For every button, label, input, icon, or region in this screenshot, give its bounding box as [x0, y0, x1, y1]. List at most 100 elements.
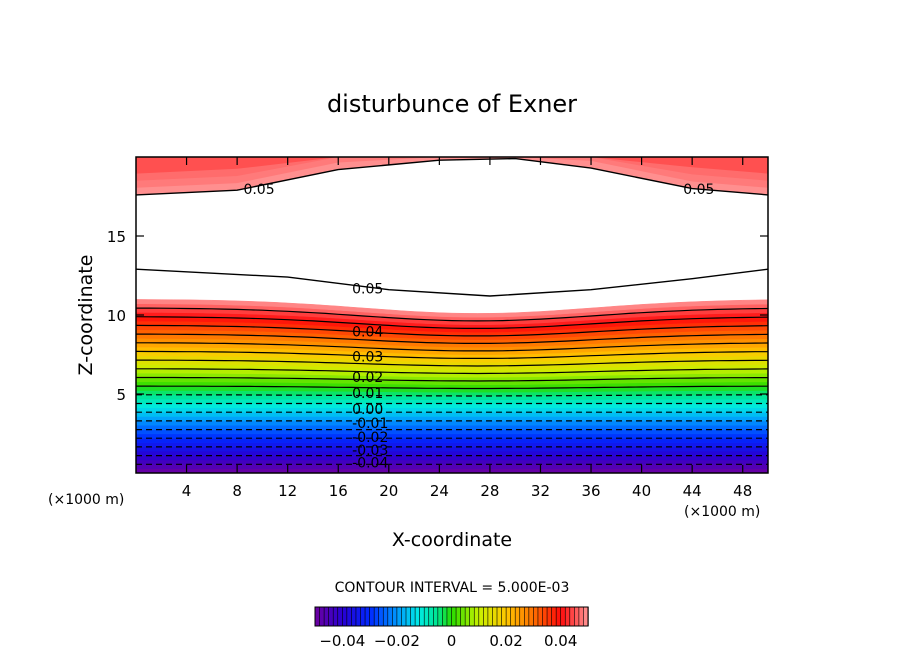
colorbar-segment — [346, 606, 353, 627]
color-band — [136, 455, 768, 461]
y-tick-label: 5 — [116, 386, 126, 404]
color-band — [136, 429, 768, 435]
colorbar-frame — [314, 606, 589, 627]
colorbar-segment — [428, 606, 434, 627]
contour-label: 0.03 — [352, 350, 383, 366]
colorbar-segment — [501, 606, 507, 627]
y-axis-title: Z-coordinate — [75, 255, 97, 376]
color-band — [136, 442, 768, 448]
color-band — [136, 403, 768, 409]
colorbar-segment — [560, 606, 566, 627]
color-band — [136, 433, 768, 439]
colorbar-segment — [387, 606, 394, 627]
x-tick-label: 36 — [581, 482, 600, 500]
colorbar-segment — [537, 606, 544, 627]
colorbar-segment — [469, 606, 475, 627]
contour-line — [136, 342, 768, 352]
contour-line — [136, 394, 768, 397]
colorbar-segment — [478, 606, 485, 627]
colorbar-segment — [364, 606, 371, 627]
x-tick-label: 4 — [182, 482, 192, 500]
axis-ticks — [136, 157, 768, 473]
colorbar-segment — [460, 606, 466, 627]
contour-line — [136, 368, 768, 375]
contour-line — [136, 333, 768, 344]
colorbar-segment — [514, 606, 521, 627]
colorbar-segment — [369, 606, 375, 627]
contour-labels: 0.05 0.050.050.040.030.020.010.00-0.01-0.… — [243, 182, 714, 471]
colorbar-segment — [337, 606, 343, 627]
x-unit-label-left: (×1000 m) — [48, 492, 124, 508]
contour-lines — [136, 307, 768, 465]
colorbar-segment — [382, 606, 389, 627]
x-axis-title: X-coordinate — [392, 529, 512, 551]
colorbar-segment — [419, 606, 425, 627]
colorbar-segment — [442, 606, 448, 627]
colorbar-segment — [492, 606, 498, 627]
colorbar-segment — [446, 606, 453, 627]
colorbar-tick-label: 0.04 — [544, 632, 577, 650]
color-band — [136, 411, 768, 417]
colorbar-segment — [423, 606, 430, 627]
contour-line — [136, 350, 768, 359]
colorbar-segment — [328, 606, 334, 627]
x-tick-label: 16 — [329, 482, 348, 500]
color-band — [136, 459, 768, 465]
colorbar-segment — [355, 606, 362, 627]
colorbar-segment — [437, 606, 444, 627]
colorbar-segment — [505, 606, 512, 627]
colorbar-segment — [496, 606, 503, 627]
color-band — [136, 451, 768, 456]
contour-label: 0.05 — [243, 182, 274, 198]
colorbar-tick-labels: −0.04 −0.02 0 0.02 0.04 — [319, 632, 577, 650]
colorbar-segment — [551, 606, 557, 627]
colorbar-segment — [323, 606, 330, 627]
colorbar-segment — [392, 606, 398, 627]
color-band — [136, 299, 768, 318]
color-band — [136, 437, 768, 443]
colorbar-segment — [455, 606, 462, 627]
colorbar-segment — [451, 606, 457, 627]
chart-title: disturbunce of Exner — [327, 90, 577, 118]
colorbar-segment — [533, 606, 539, 627]
contour-label: 0.01 — [352, 386, 383, 402]
contour-line — [136, 324, 768, 337]
colorbar-segment — [341, 606, 348, 627]
contour-label: 0.02 — [352, 370, 383, 386]
colorbar-segment — [319, 606, 325, 627]
x-tick-label: 32 — [531, 482, 550, 500]
unshaded-region — [136, 158, 768, 296]
contour-interval-text: CONTOUR INTERVAL = 5.000E-03 — [335, 580, 570, 596]
colorbar-tick-label: 0.02 — [489, 632, 522, 650]
colorbar-tick-label: 0 — [447, 632, 457, 650]
colorbar-segment — [414, 606, 421, 627]
color-band — [136, 464, 768, 469]
contour-line-0.05-upper — [135, 157, 769, 196]
contour-line — [136, 385, 768, 390]
x-tick-label: 24 — [430, 482, 449, 500]
colorbar-segment — [360, 606, 366, 627]
x-tick-label: 40 — [632, 482, 651, 500]
colorbar-segment — [432, 606, 439, 627]
x-tick-label: 12 — [278, 482, 297, 500]
x-tick-label: 48 — [733, 482, 752, 500]
contour-label: 0.00 — [352, 402, 383, 418]
colorbar-segment — [564, 606, 571, 627]
color-band — [136, 157, 768, 174]
colorbar-segment — [546, 606, 553, 627]
color-band — [136, 424, 768, 430]
color-band — [136, 416, 768, 422]
color-band — [136, 420, 768, 426]
colorbar-segment — [569, 606, 576, 627]
color-band — [136, 157, 768, 181]
contour-label: -0.03 — [352, 443, 388, 459]
contour-line — [136, 359, 768, 367]
colorbar-segment — [396, 606, 403, 627]
colorbar-segment — [523, 606, 530, 627]
x-tick-label: 44 — [683, 482, 702, 500]
colorbar-segment — [378, 606, 384, 627]
color-band — [136, 446, 768, 452]
contour-line — [136, 307, 768, 322]
colorbar-segment — [405, 606, 412, 627]
